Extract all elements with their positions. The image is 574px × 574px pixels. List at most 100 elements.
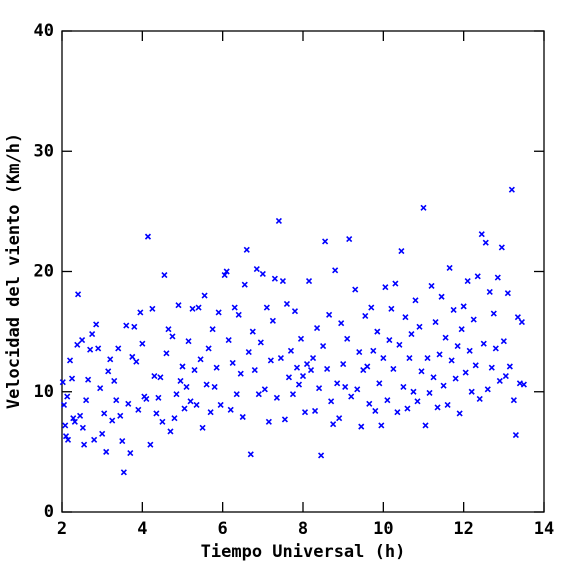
point bbox=[508, 186, 515, 193]
point bbox=[129, 353, 136, 360]
point bbox=[275, 217, 282, 225]
point bbox=[201, 292, 208, 299]
point bbox=[460, 303, 467, 310]
point bbox=[504, 290, 511, 297]
point bbox=[426, 389, 433, 397]
point bbox=[187, 398, 194, 405]
point bbox=[68, 375, 76, 382]
point bbox=[368, 304, 375, 311]
point bbox=[432, 318, 439, 326]
point bbox=[253, 266, 260, 273]
point bbox=[209, 326, 216, 333]
point bbox=[139, 340, 146, 347]
point bbox=[85, 376, 92, 383]
point bbox=[410, 388, 417, 395]
point bbox=[412, 297, 419, 304]
point bbox=[107, 356, 114, 363]
point bbox=[279, 278, 286, 285]
point bbox=[133, 358, 140, 365]
point bbox=[243, 246, 250, 253]
point bbox=[273, 394, 280, 401]
point bbox=[265, 418, 272, 425]
point bbox=[289, 391, 297, 398]
point bbox=[257, 339, 264, 346]
point bbox=[400, 383, 407, 391]
point bbox=[213, 364, 220, 371]
point bbox=[251, 367, 258, 374]
point bbox=[159, 418, 166, 425]
point bbox=[163, 350, 170, 357]
point bbox=[64, 436, 72, 443]
point bbox=[318, 452, 325, 459]
point bbox=[458, 326, 465, 333]
point bbox=[81, 441, 88, 448]
point bbox=[384, 397, 391, 404]
point bbox=[165, 326, 172, 333]
point bbox=[217, 401, 224, 409]
point bbox=[195, 304, 202, 311]
point bbox=[293, 364, 301, 371]
point bbox=[151, 373, 158, 380]
point bbox=[316, 385, 323, 392]
point bbox=[291, 308, 299, 315]
point bbox=[390, 365, 397, 372]
point bbox=[334, 380, 341, 387]
point bbox=[113, 397, 120, 404]
point bbox=[380, 355, 387, 362]
point bbox=[203, 381, 210, 388]
point bbox=[364, 363, 371, 370]
point bbox=[119, 437, 126, 445]
point bbox=[482, 239, 489, 246]
point bbox=[480, 340, 487, 347]
point bbox=[71, 418, 78, 425]
point bbox=[388, 305, 395, 312]
y-tick-label: 40 bbox=[34, 21, 54, 41]
point bbox=[255, 391, 262, 398]
point bbox=[358, 423, 365, 430]
point bbox=[197, 356, 204, 363]
point bbox=[313, 324, 321, 332]
point bbox=[346, 235, 353, 243]
point bbox=[348, 393, 355, 400]
point bbox=[440, 382, 447, 389]
y-tick-label: 0 bbox=[44, 502, 54, 522]
point bbox=[438, 293, 445, 300]
point bbox=[396, 341, 403, 348]
point bbox=[322, 238, 329, 245]
point bbox=[422, 422, 429, 429]
point bbox=[492, 345, 499, 352]
point bbox=[97, 385, 104, 392]
point bbox=[299, 373, 307, 380]
point bbox=[99, 430, 106, 437]
point bbox=[189, 305, 196, 312]
point bbox=[494, 274, 501, 281]
point bbox=[512, 431, 519, 439]
point bbox=[105, 368, 112, 375]
point bbox=[75, 291, 82, 298]
point bbox=[354, 386, 361, 393]
point bbox=[125, 400, 132, 407]
point bbox=[285, 374, 293, 381]
point bbox=[307, 367, 315, 374]
point bbox=[70, 415, 77, 422]
point bbox=[326, 311, 333, 318]
point bbox=[464, 278, 471, 285]
point bbox=[450, 306, 457, 314]
point bbox=[309, 355, 317, 362]
x-tick-label: 10 bbox=[373, 519, 393, 539]
point bbox=[474, 273, 481, 280]
point bbox=[247, 451, 254, 458]
point bbox=[297, 335, 305, 342]
point bbox=[490, 310, 497, 317]
point bbox=[62, 433, 70, 440]
point bbox=[328, 398, 335, 405]
y-tick-label: 30 bbox=[34, 141, 54, 161]
point bbox=[233, 391, 240, 398]
point bbox=[111, 377, 118, 384]
point bbox=[330, 421, 337, 428]
point bbox=[295, 381, 303, 388]
point bbox=[261, 386, 268, 393]
point bbox=[444, 401, 451, 409]
point bbox=[147, 441, 154, 448]
point bbox=[183, 383, 190, 391]
